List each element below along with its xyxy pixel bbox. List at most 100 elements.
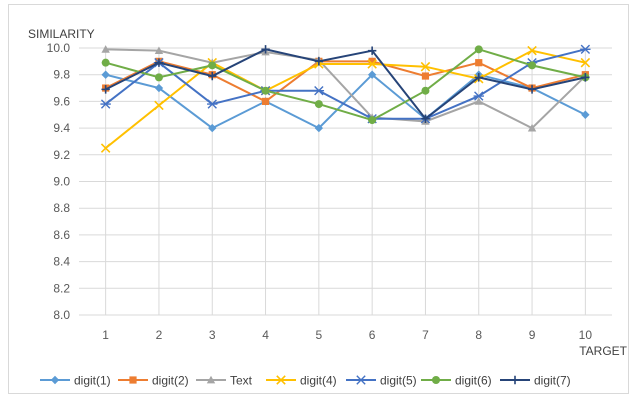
circle-marker — [474, 45, 483, 54]
y-axis-title: SIMILARITY — [28, 27, 95, 41]
legend-item: digit(2) — [118, 374, 189, 388]
data-point — [421, 114, 430, 123]
data-point — [313, 86, 325, 96]
plus-marker — [510, 375, 520, 385]
plus-marker — [314, 57, 324, 66]
data-point — [420, 61, 431, 72]
x-tick-label: 7 — [422, 328, 429, 342]
legend-item: digit(1) — [40, 374, 111, 388]
legend-marker — [355, 375, 367, 385]
triangle-marker — [154, 46, 164, 55]
x-tick-label: 1 — [102, 328, 109, 342]
data-point — [208, 71, 217, 81]
star-marker — [473, 91, 484, 101]
plus-marker — [261, 45, 270, 54]
plus-marker — [367, 46, 377, 55]
x-marker — [580, 57, 591, 68]
y-tick-label: 8.2 — [53, 281, 70, 295]
data-point — [474, 45, 483, 54]
square-marker — [261, 97, 270, 105]
legend-label: digit(4) — [300, 374, 337, 388]
data-point — [261, 45, 270, 54]
star-marker — [207, 99, 218, 109]
y-tick-label: 8.8 — [53, 201, 70, 215]
data-point — [367, 46, 377, 55]
legend-marker — [276, 375, 286, 385]
square-marker — [475, 59, 483, 67]
diamond-marker — [50, 375, 60, 385]
data-point — [101, 58, 110, 67]
data-point — [473, 91, 484, 101]
legend-label: digit(5) — [380, 374, 417, 388]
x-tick-label: 5 — [316, 328, 323, 342]
x-marker — [420, 61, 431, 72]
legend-item: digit(6) — [421, 374, 492, 388]
plus-marker — [474, 73, 483, 82]
square-marker — [368, 57, 376, 65]
data-point — [314, 100, 323, 109]
x-marker — [276, 375, 286, 385]
data-point — [580, 57, 591, 68]
data-point — [368, 57, 376, 65]
y-tick-label: 8.6 — [53, 228, 70, 242]
y-tick-label: 9.2 — [53, 148, 70, 162]
x-tick-label: 4 — [262, 328, 269, 342]
plus-marker — [101, 85, 110, 94]
y-tick-label: 9.4 — [53, 121, 70, 135]
y-tick-label: 9.6 — [53, 94, 70, 108]
circle-marker — [432, 376, 440, 384]
x-tick-label: 3 — [209, 328, 216, 342]
series-line — [105, 60, 586, 103]
x-tick-label: 8 — [475, 328, 482, 342]
circle-marker — [421, 86, 430, 95]
data-point — [580, 44, 591, 55]
legend-label: Text — [230, 374, 253, 388]
diamond-marker — [101, 70, 110, 79]
x-marker — [154, 100, 164, 111]
y-tick-label: 10.0 — [47, 41, 71, 55]
x-marker — [367, 59, 377, 69]
diamond-marker — [208, 123, 217, 133]
x-tick-label: 2 — [156, 328, 163, 342]
x-tick-label: 9 — [529, 328, 536, 342]
data-point — [154, 83, 164, 93]
data-point — [101, 45, 110, 53]
x-marker — [100, 143, 111, 153]
legend-item: Text — [196, 374, 253, 388]
data-point — [581, 110, 590, 119]
legend-marker — [510, 375, 520, 385]
data-point — [154, 58, 164, 67]
triangle-marker — [527, 123, 537, 132]
data-point — [100, 143, 111, 153]
data-point — [207, 99, 218, 109]
legend-label: digit(2) — [152, 374, 189, 388]
data-point — [314, 57, 324, 66]
plus-marker — [581, 73, 590, 82]
data-point — [208, 61, 217, 70]
data-point — [261, 97, 270, 105]
legend-item: digit(7) — [500, 374, 571, 388]
data-point — [314, 123, 324, 133]
data-point — [100, 99, 111, 109]
square-marker — [129, 376, 137, 384]
series-line — [105, 73, 586, 130]
triangle-marker — [206, 375, 216, 384]
data-point — [527, 45, 537, 56]
data-point — [474, 73, 483, 82]
x-marker — [527, 45, 537, 56]
x-tick-label: 10 — [579, 328, 593, 342]
data-point — [154, 73, 163, 82]
y-tick-label: 8.4 — [53, 255, 70, 269]
diamond-marker — [367, 70, 377, 79]
data-point — [101, 85, 110, 94]
series-digit6 — [101, 45, 590, 125]
circle-marker — [368, 116, 377, 125]
circle-marker — [154, 73, 163, 82]
data-point — [261, 86, 270, 95]
circle-marker — [528, 61, 537, 70]
plus-marker — [421, 114, 430, 123]
series-line — [105, 48, 587, 130]
data-point — [154, 100, 164, 111]
legend-label: digit(1) — [74, 374, 111, 388]
